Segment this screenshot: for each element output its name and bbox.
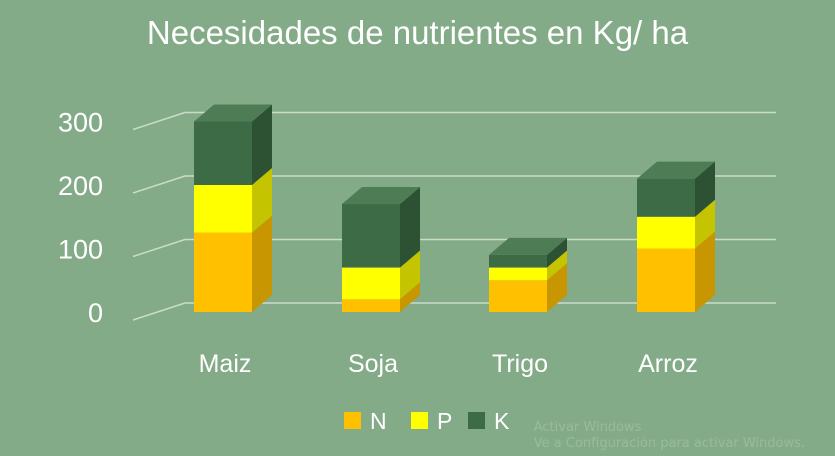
bar-side-p bbox=[695, 199, 715, 249]
bar-segment-k bbox=[637, 178, 695, 217]
bar-top-face bbox=[194, 104, 272, 122]
y-tick-label: 0 bbox=[88, 298, 103, 328]
bar-segment-n bbox=[489, 280, 547, 312]
y-tick-label: 100 bbox=[58, 235, 103, 265]
bar-side-p bbox=[547, 250, 567, 281]
gridline-diagonal bbox=[132, 238, 186, 258]
bar-segment-n bbox=[637, 248, 695, 312]
bar-segment-n bbox=[342, 299, 400, 312]
x-category-label: Arroz bbox=[638, 350, 698, 378]
bar-top-face bbox=[637, 161, 715, 179]
gridline-diagonal bbox=[132, 175, 186, 194]
legend-label: K bbox=[494, 408, 510, 434]
x-category-label: Soja bbox=[348, 350, 398, 378]
bar-side-n bbox=[547, 263, 567, 312]
bar-side-k bbox=[695, 161, 715, 217]
bar-segment-p bbox=[637, 216, 695, 249]
bar-side-k bbox=[400, 187, 420, 268]
bar-segment-k bbox=[342, 204, 400, 268]
legend-swatch-n bbox=[344, 412, 361, 429]
legend-swatch-k bbox=[468, 412, 485, 429]
gridline-diagonal bbox=[132, 111, 186, 131]
y-tick-label: 300 bbox=[58, 108, 103, 138]
bar-segment-p bbox=[489, 267, 547, 281]
bar-top-face bbox=[342, 187, 420, 205]
bar-side-p bbox=[400, 250, 420, 300]
x-category-label: Maiz bbox=[199, 350, 252, 378]
legend-label: P bbox=[437, 408, 452, 434]
watermark-line-1: Activar Windows bbox=[533, 420, 642, 435]
x-category-label: Trigo bbox=[492, 350, 548, 378]
bar-side-n bbox=[252, 215, 272, 312]
bar-top-face bbox=[489, 237, 567, 255]
gridline-diagonal bbox=[132, 302, 186, 321]
bar-side-p bbox=[252, 168, 272, 233]
y-tick-label: 200 bbox=[58, 171, 103, 201]
bar-segment-p bbox=[194, 185, 252, 233]
bar-segment-k bbox=[489, 254, 547, 268]
bar-segment-k bbox=[194, 121, 252, 185]
watermark-line-2: Ve a Configuración para activar Windows. bbox=[533, 436, 805, 451]
chart-title: Necesidades de nutrientes en Kg/ ha bbox=[146, 14, 689, 51]
bar-side-k bbox=[252, 104, 272, 185]
bar-side-n bbox=[695, 231, 715, 312]
bar-segment-n bbox=[194, 232, 252, 312]
os-activation-watermark: Activar Windows Ve a Configuración para … bbox=[534, 420, 805, 452]
bar-segment-p bbox=[342, 267, 400, 300]
bar-side-k bbox=[547, 237, 567, 268]
legend-label: N bbox=[370, 408, 387, 434]
bar-side-n bbox=[400, 282, 420, 312]
legend-swatch-p bbox=[411, 412, 428, 429]
